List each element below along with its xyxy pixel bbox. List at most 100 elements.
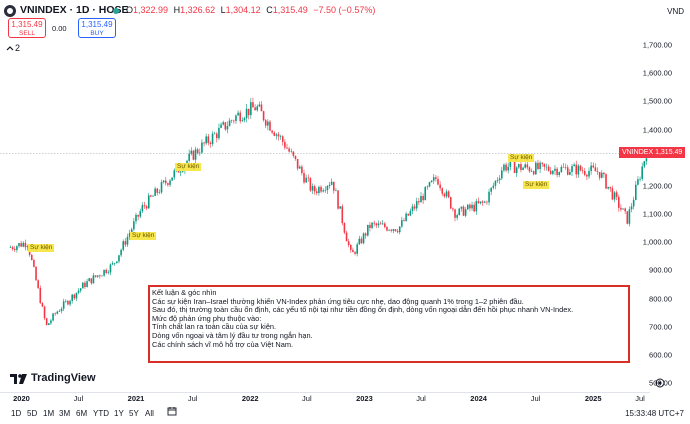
candle <box>624 207 626 215</box>
candle <box>456 213 458 221</box>
time-tick-label: 2025 <box>584 394 602 403</box>
candle <box>403 217 405 222</box>
candle <box>73 293 76 300</box>
high-label: H <box>173 5 181 15</box>
price-chart[interactable] <box>0 22 650 392</box>
range-button-1d[interactable]: 1D <box>11 409 22 418</box>
candle <box>620 204 622 212</box>
symbol-title[interactable]: VNINDEX · 1D · HOSE <box>20 4 129 16</box>
candle <box>126 233 129 248</box>
candle <box>147 192 150 209</box>
price-scale[interactable]: 1,700.00 1,600.00 1,500.00 1,400.00 1,200.00… <box>643 22 690 392</box>
event-tag[interactable]: Sự kiện <box>508 154 535 162</box>
candle <box>369 221 371 232</box>
candle <box>549 167 552 175</box>
calendar-icon[interactable] <box>167 406 177 416</box>
candle <box>520 161 522 173</box>
candle <box>269 119 271 131</box>
range-button-3m[interactable]: 3M <box>59 409 71 418</box>
candle <box>230 119 233 124</box>
candle <box>113 262 116 266</box>
candle <box>116 261 118 264</box>
candle <box>583 167 586 177</box>
range-button-1m[interactable]: 1M <box>43 409 55 418</box>
candle <box>107 270 110 275</box>
candle <box>345 230 348 242</box>
sell-button[interactable]: 1,315.49 SELL <box>8 18 46 38</box>
candle <box>88 277 91 282</box>
chevron-up-icon[interactable] <box>6 43 14 53</box>
price-tick-label: 900.00 <box>649 265 672 275</box>
candle <box>37 279 39 290</box>
range-button-all[interactable]: All <box>145 409 154 418</box>
candle <box>528 166 531 173</box>
candle <box>235 114 237 124</box>
candle <box>462 205 465 217</box>
candle <box>209 141 212 148</box>
candle <box>160 179 163 194</box>
candle <box>65 299 67 303</box>
candle <box>84 280 86 289</box>
candle <box>392 228 395 234</box>
candle <box>120 248 122 258</box>
time-axis[interactable]: 2020 Jul 2021 Jul 2022 Jul 2023 Jul 2024 Jul 2025 J… <box>0 392 650 404</box>
range-button-6m[interactable]: 6M <box>76 409 88 418</box>
tradingview-logo-icon <box>10 374 27 384</box>
event-tag[interactable]: Sự kiện <box>130 232 157 240</box>
range-button-ytd[interactable]: YTD <box>93 409 109 418</box>
candle <box>609 186 612 192</box>
candle <box>530 168 533 172</box>
candle <box>430 180 433 183</box>
candle <box>447 190 450 199</box>
candle <box>479 201 482 205</box>
low-value: 1,304.12 <box>225 5 261 15</box>
candle <box>330 178 333 186</box>
candle <box>96 275 99 278</box>
gear-icon[interactable] <box>654 377 666 389</box>
candle <box>292 151 295 158</box>
candle <box>413 203 416 211</box>
range-button-1y[interactable]: 1Y <box>114 409 124 418</box>
time-tick-label: Jul <box>302 394 312 403</box>
candle <box>224 122 227 132</box>
candle <box>454 208 456 222</box>
event-tag[interactable]: Sự kiện <box>523 181 550 189</box>
candle <box>226 121 229 134</box>
candle <box>452 207 454 212</box>
candle <box>211 131 214 147</box>
currency-label[interactable]: VND <box>667 7 684 16</box>
chart-pane[interactable] <box>0 22 650 392</box>
candle <box>471 201 473 212</box>
candle <box>401 216 403 228</box>
range-button-5y[interactable]: 5Y <box>129 409 139 418</box>
clock[interactable]: 15:33:48 UTC+7 <box>625 409 684 418</box>
buy-button[interactable]: 1,315.49 BUY <box>78 18 116 38</box>
candle <box>464 206 467 218</box>
candle <box>218 123 220 141</box>
event-tag[interactable]: Sự kiện <box>28 244 55 252</box>
candle <box>469 203 471 212</box>
candle <box>260 101 263 112</box>
candle <box>122 239 125 252</box>
candle <box>258 101 261 108</box>
time-tick-label: 2023 <box>356 394 373 403</box>
price-tick-label: 1,200.00 <box>642 181 672 191</box>
candle <box>373 220 375 227</box>
candle <box>377 220 380 228</box>
candle <box>60 306 63 314</box>
range-toolbar: 1D 5D 1M 3M 6M YTD 1Y 5Y All 15:33:48 UT… <box>0 404 690 424</box>
range-button-5d[interactable]: 5D <box>27 409 38 418</box>
candle <box>358 235 361 246</box>
candle <box>394 228 397 232</box>
candle <box>33 258 35 268</box>
symbol-logo-icon[interactable] <box>4 5 16 17</box>
candle <box>522 166 524 171</box>
candle <box>296 159 299 171</box>
time-tick-label: Jul <box>416 394 426 403</box>
note-line: Sau đó, thị trường toàn cầu ổn định, các… <box>152 305 574 315</box>
candle <box>598 172 601 181</box>
candle <box>154 186 156 197</box>
candle <box>245 104 248 123</box>
tradingview-wordmark: TradingView <box>31 372 96 384</box>
event-tag[interactable]: Sự kiện <box>175 163 202 171</box>
